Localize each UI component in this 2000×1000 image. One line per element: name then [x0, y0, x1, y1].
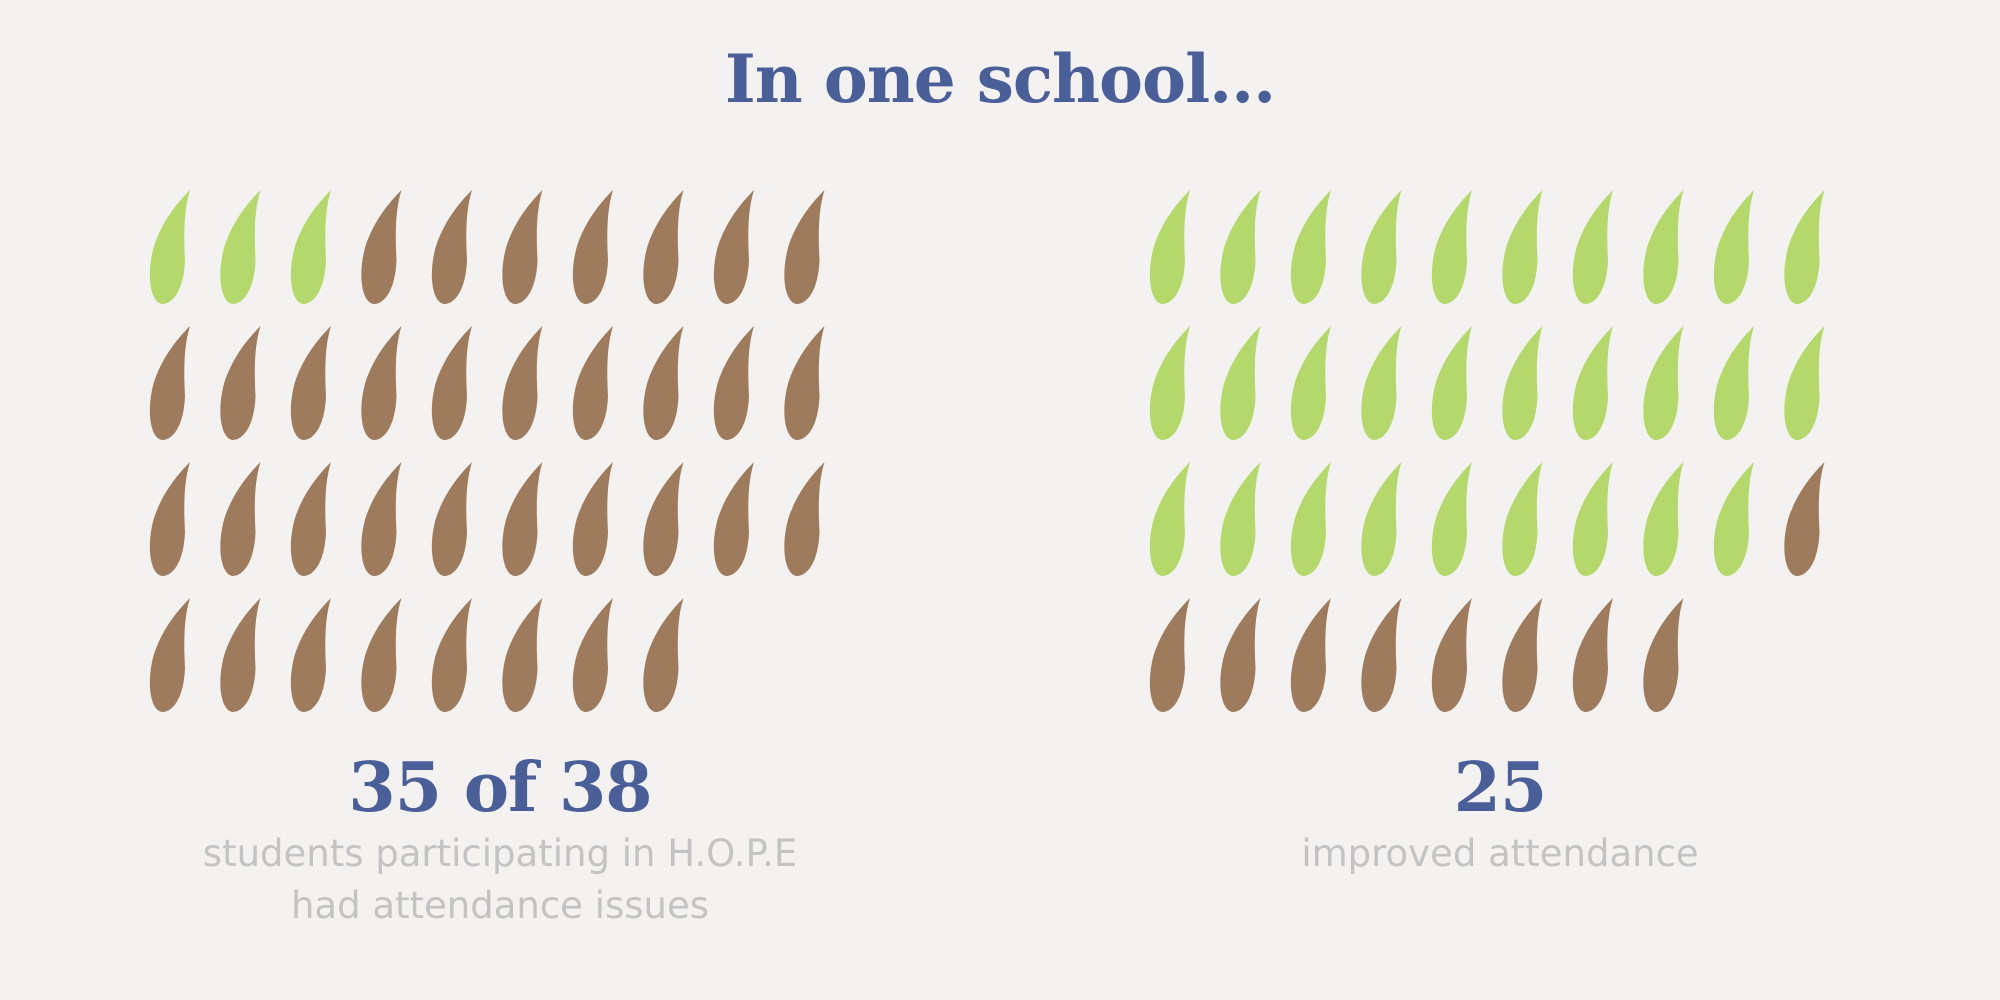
leaf-highlighted-icon: [1572, 190, 1613, 304]
leaf-icon: [1431, 598, 1472, 712]
leaf-highlighted-icon: [1713, 462, 1754, 576]
leaf-icon: [1149, 598, 1190, 712]
leaf-highlighted-icon: [1784, 190, 1825, 304]
leaf-highlighted-icon: [1220, 326, 1261, 440]
leaf-grid-left-svg: [149, 190, 825, 712]
leaf-icon: [572, 326, 613, 440]
leaf-highlighted-icon: [1572, 462, 1613, 576]
caption-left-line1: students participating in H.O.P.E: [202, 832, 798, 875]
leaf-highlighted-icon: [1431, 326, 1472, 440]
leaf-icon: [713, 190, 754, 304]
leaf-icon: [220, 326, 261, 440]
leaf-icon: [431, 462, 472, 576]
leaf-icon: [1290, 598, 1331, 712]
leaf-icon: [431, 326, 472, 440]
leaf-highlighted-icon: [1431, 190, 1472, 304]
leaf-icon: [572, 190, 613, 304]
leaf-icon: [220, 598, 261, 712]
leaf-icon: [784, 326, 825, 440]
leaf-highlighted-icon: [1149, 190, 1190, 304]
leaf-icon: [1220, 598, 1261, 712]
leaf-icon: [502, 598, 543, 712]
leaf-icon: [361, 462, 402, 576]
page-title: In one school...: [724, 40, 1276, 118]
leaf-grid-right-svg: [1149, 190, 1825, 712]
caption-right-line1: improved attendance: [1301, 832, 1699, 875]
leaf-icon: [643, 462, 684, 576]
leaf-icon: [643, 190, 684, 304]
caption-left-line2: had attendance issues: [290, 884, 710, 927]
leaf-icon: [784, 190, 825, 304]
leaf-icon: [502, 190, 543, 304]
leaf-highlighted-icon: [1361, 190, 1402, 304]
leaf-highlighted-icon: [1643, 190, 1684, 304]
leaf-highlighted-icon: [290, 190, 331, 304]
leaf-icon: [572, 462, 613, 576]
leaf-icon: [361, 598, 402, 712]
leaf-highlighted-icon: [1502, 462, 1543, 576]
leaf-icon: [290, 462, 331, 576]
leaf-icon: [502, 462, 543, 576]
leaf-icon: [149, 598, 190, 712]
leaf-icon: [431, 598, 472, 712]
leaf-highlighted-icon: [1290, 190, 1331, 304]
leaf-grid-right: [1149, 190, 1850, 720]
leaf-highlighted-icon: [1502, 326, 1543, 440]
leaf-grid-left: [149, 190, 850, 720]
leaf-highlighted-icon: [1220, 190, 1261, 304]
leaf-icon: [431, 190, 472, 304]
leaf-icon: [1643, 598, 1684, 712]
leaf-icon: [290, 598, 331, 712]
leaf-icon: [1784, 462, 1825, 576]
leaf-highlighted-icon: [1220, 462, 1261, 576]
leaf-highlighted-icon: [1643, 462, 1684, 576]
leaf-icon: [784, 462, 825, 576]
leaf-icon: [290, 326, 331, 440]
leaf-highlighted-icon: [1431, 462, 1472, 576]
leaf-icon: [220, 462, 261, 576]
leaf-highlighted-icon: [1502, 190, 1543, 304]
stat-right: 25: [1453, 748, 1548, 828]
leaf-highlighted-icon: [1784, 326, 1825, 440]
leaf-icon: [1361, 598, 1402, 712]
leaf-highlighted-icon: [1572, 326, 1613, 440]
leaf-icon: [361, 326, 402, 440]
leaf-icon: [502, 326, 543, 440]
leaf-highlighted-icon: [149, 190, 190, 304]
leaf-highlighted-icon: [1290, 326, 1331, 440]
leaf-highlighted-icon: [1149, 462, 1190, 576]
leaf-icon: [149, 326, 190, 440]
leaf-highlighted-icon: [1361, 326, 1402, 440]
leaf-icon: [1572, 598, 1613, 712]
leaf-icon: [149, 462, 190, 576]
leaf-highlighted-icon: [1361, 462, 1402, 576]
leaf-highlighted-icon: [1713, 190, 1754, 304]
leaf-highlighted-icon: [1643, 326, 1684, 440]
leaf-icon: [643, 326, 684, 440]
leaf-icon: [713, 462, 754, 576]
leaf-icon: [713, 326, 754, 440]
leaf-highlighted-icon: [220, 190, 261, 304]
leaf-icon: [361, 190, 402, 304]
leaf-highlighted-icon: [1149, 326, 1190, 440]
stat-left: 35 of 38: [348, 748, 652, 828]
leaf-icon: [572, 598, 613, 712]
leaf-icon: [643, 598, 684, 712]
leaf-highlighted-icon: [1290, 462, 1331, 576]
leaf-highlighted-icon: [1713, 326, 1754, 440]
leaf-icon: [1502, 598, 1543, 712]
